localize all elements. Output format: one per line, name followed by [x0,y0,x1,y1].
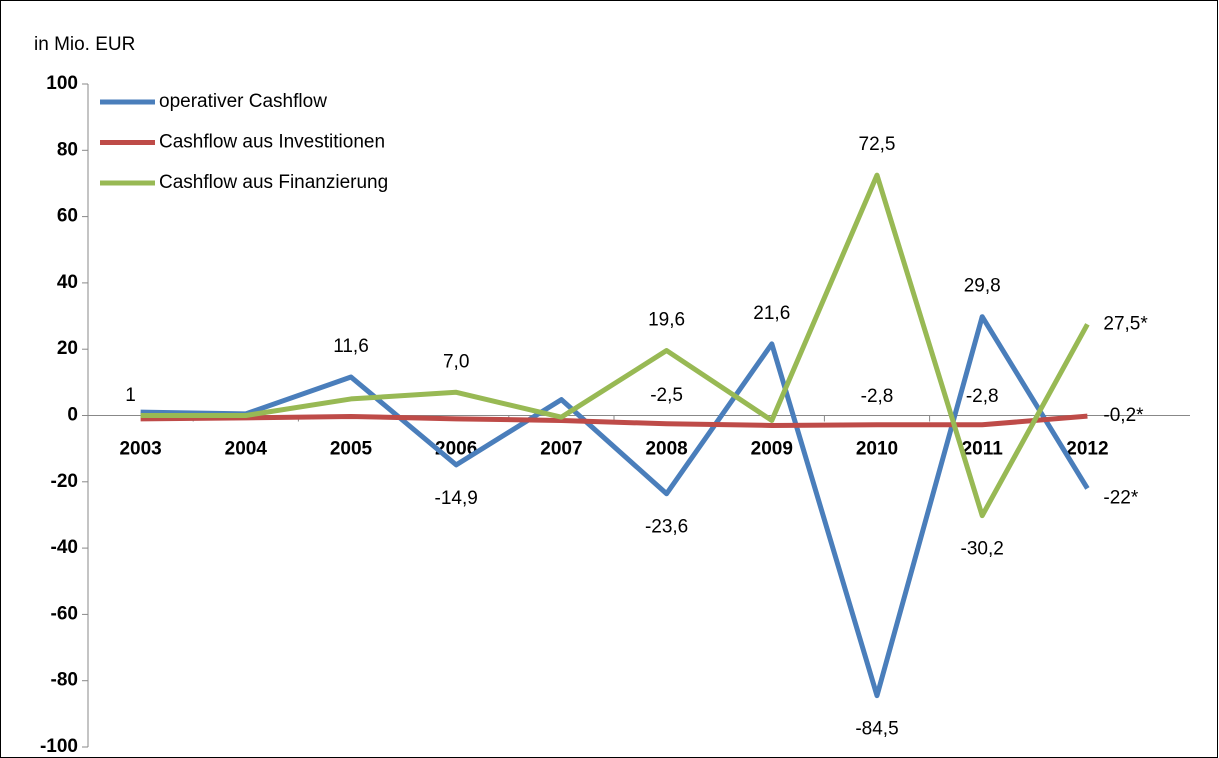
legend-label: Cashflow aus Finanzierung [159,172,388,193]
y-tick-label: -100 [40,736,78,757]
data-label: 72,5 [859,134,896,155]
x-tick-label: 2007 [540,439,582,460]
data-label: -84,5 [855,719,898,740]
x-tick-label: 2003 [119,439,161,460]
data-label: 7,0 [443,351,469,372]
x-tick-label: 2012 [1066,439,1108,460]
data-label: -0,2* [1103,405,1144,426]
y-tick-label: 100 [46,73,78,94]
y-tick-label: -60 [51,603,78,624]
data-label: -14,9 [435,488,478,509]
data-label: 1 [125,385,136,406]
data-label: -2,5 [650,385,683,406]
data-label: -2,8 [861,386,894,407]
x-tick-label: 2004 [225,439,268,460]
data-label: -30,2 [961,539,1004,560]
data-label: 19,6 [648,310,685,331]
data-label: 29,8 [964,276,1001,297]
series-line [140,314,1090,699]
x-tick-label: 2011 [962,439,1004,460]
x-tick-label: 2009 [751,439,793,460]
x-tick-label: 2008 [645,439,687,460]
x-tick-label: 2010 [856,439,898,460]
y-tick-label: 60 [57,206,78,227]
series-line [140,413,1088,428]
y-tick-label: -20 [51,471,78,492]
y-tick-label: 80 [57,139,78,160]
x-tick-label: 2005 [330,439,373,460]
data-label: 27,5* [1103,313,1148,334]
chart-title: in Mio. EUR [34,34,135,55]
y-tick-label: -80 [51,670,78,691]
data-label: 21,6 [753,303,790,324]
data-label: -2,8 [966,386,999,407]
y-tick-label: 40 [57,272,78,293]
y-tick-label: 20 [57,338,78,359]
data-label: 11,6 [333,336,369,357]
data-label: -22* [1103,487,1138,508]
data-label: -23,6 [645,517,688,538]
y-tick-label: -40 [51,537,78,558]
legend-label: Cashflow aus Investitionen [159,132,385,153]
series-line [140,172,1090,519]
legend-label: operativer Cashflow [159,91,327,112]
y-tick-label: 0 [67,405,78,426]
